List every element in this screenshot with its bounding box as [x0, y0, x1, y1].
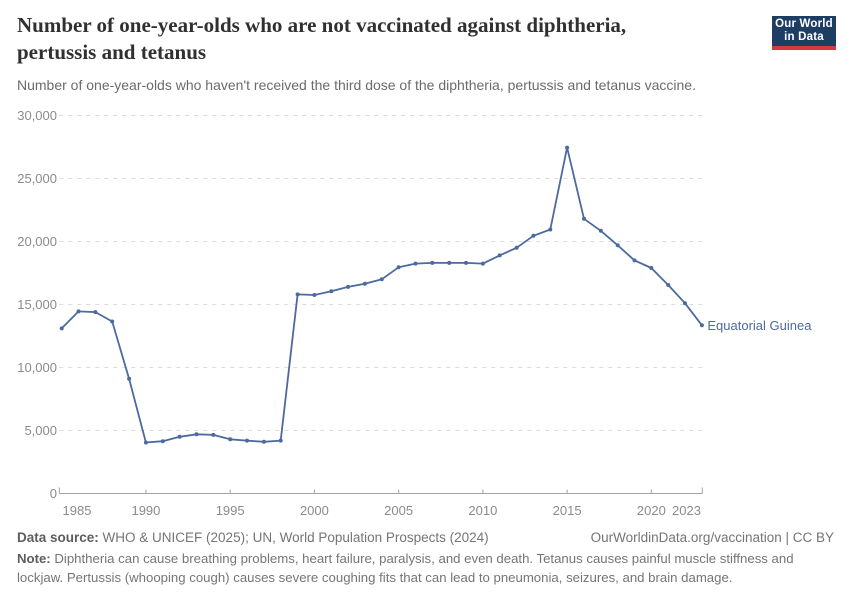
data-point[interactable] — [632, 258, 637, 263]
data-point[interactable] — [278, 438, 283, 443]
page-title-line1: Number of one-year-olds who are not vacc… — [17, 13, 627, 37]
footer-source-row: Data source: WHO & UNICEF (2025); UN, Wo… — [17, 530, 834, 545]
series-end-label[interactable]: Equatorial Guinea — [707, 318, 812, 333]
data-point[interactable] — [160, 439, 165, 444]
data-source: Data source: WHO & UNICEF (2025); UN, Wo… — [17, 530, 489, 545]
owid-logo[interactable]: Our World in Data — [772, 16, 836, 50]
data-point[interactable] — [312, 293, 317, 297]
data-point[interactable] — [143, 440, 148, 445]
x-axis-tick-label: 2010 — [468, 503, 497, 518]
page-title-line2: pertussis and tetanus — [17, 40, 207, 64]
data-point[interactable] — [379, 277, 384, 282]
data-point[interactable] — [649, 266, 654, 270]
data-point[interactable] — [447, 260, 452, 265]
data-point[interactable] — [598, 228, 603, 233]
data-point[interactable] — [396, 265, 401, 270]
data-point[interactable] — [464, 260, 468, 265]
data-point[interactable] — [615, 243, 620, 248]
x-axis-tick-label: 1995 — [216, 503, 245, 518]
data-source-label: Data source: — [17, 530, 99, 545]
data-point[interactable] — [194, 432, 199, 437]
data-point[interactable] — [346, 284, 351, 289]
x-axis-tick-label: 1990 — [131, 503, 160, 518]
data-point[interactable] — [531, 233, 536, 238]
data-point[interactable] — [430, 260, 435, 265]
data-point[interactable] — [548, 227, 553, 232]
data-source-text: WHO & UNICEF (2025); UN, World Populatio… — [102, 530, 489, 545]
data-point[interactable] — [110, 319, 115, 324]
data-point[interactable] — [127, 376, 132, 381]
line-chart[interactable]: 0 5,000 10,000 15,000 20,000 25,000 30,000 1985… — [0, 100, 850, 530]
data-point[interactable] — [699, 323, 704, 328]
y-axis-tick-label: 15,000 — [17, 297, 57, 312]
page-title: Number of one-year-olds who are not vacc… — [17, 12, 717, 66]
y-axis-tick-label: 10,000 — [17, 360, 57, 375]
x-axis-tick-label: 2005 — [384, 503, 413, 518]
data-point[interactable] — [497, 253, 502, 258]
data-point[interactable] — [565, 145, 570, 150]
data-point[interactable] — [329, 289, 334, 294]
data-point[interactable] — [59, 326, 64, 331]
x-axis-tick-label: 1985 — [63, 503, 92, 518]
y-axis-tick-label: 30,000 — [17, 108, 57, 123]
owid-logo-line1: Our World — [775, 17, 833, 30]
footer-note-label: Note: — [17, 551, 51, 566]
data-point[interactable] — [582, 216, 586, 221]
data-point[interactable] — [413, 261, 418, 266]
data-point[interactable] — [666, 283, 671, 287]
footer-note-text: Diphtheria can cause breathing problems,… — [17, 551, 794, 585]
data-point[interactable] — [245, 438, 249, 443]
footer-license-link[interactable]: OurWorldinData.org/vaccination | CC BY — [590, 530, 834, 545]
data-point[interactable] — [228, 437, 233, 442]
y-axis-tick-label: 0 — [50, 486, 57, 501]
data-line[interactable] — [60, 146, 703, 444]
data-point[interactable] — [211, 432, 216, 437]
x-axis-tick-label: 2023 — [672, 503, 701, 518]
data-point[interactable] — [362, 281, 367, 286]
x-axis-tick-label: 2015 — [553, 503, 582, 518]
data-point[interactable] — [514, 245, 519, 250]
y-axis-tick-label: 25,000 — [17, 171, 57, 186]
data-point[interactable] — [261, 439, 266, 444]
data-point[interactable] — [295, 292, 300, 297]
owid-logo-line2: in Data — [784, 31, 824, 43]
data-point[interactable] — [177, 434, 182, 439]
data-point[interactable] — [480, 261, 485, 266]
data-point[interactable] — [683, 301, 687, 306]
x-axis-tick-label: 2020 — [637, 503, 666, 518]
y-axis-tick-label: 20,000 — [17, 234, 57, 249]
chart-subtitle: Number of one-year-olds who haven't rece… — [17, 77, 696, 93]
data-point[interactable] — [76, 309, 81, 314]
x-axis-tick-label: 2000 — [300, 503, 329, 518]
footer-note: Note: Diphtheria can cause breathing pro… — [17, 550, 809, 587]
data-point[interactable] — [93, 310, 98, 315]
y-axis-tick-label: 5,000 — [24, 423, 57, 438]
